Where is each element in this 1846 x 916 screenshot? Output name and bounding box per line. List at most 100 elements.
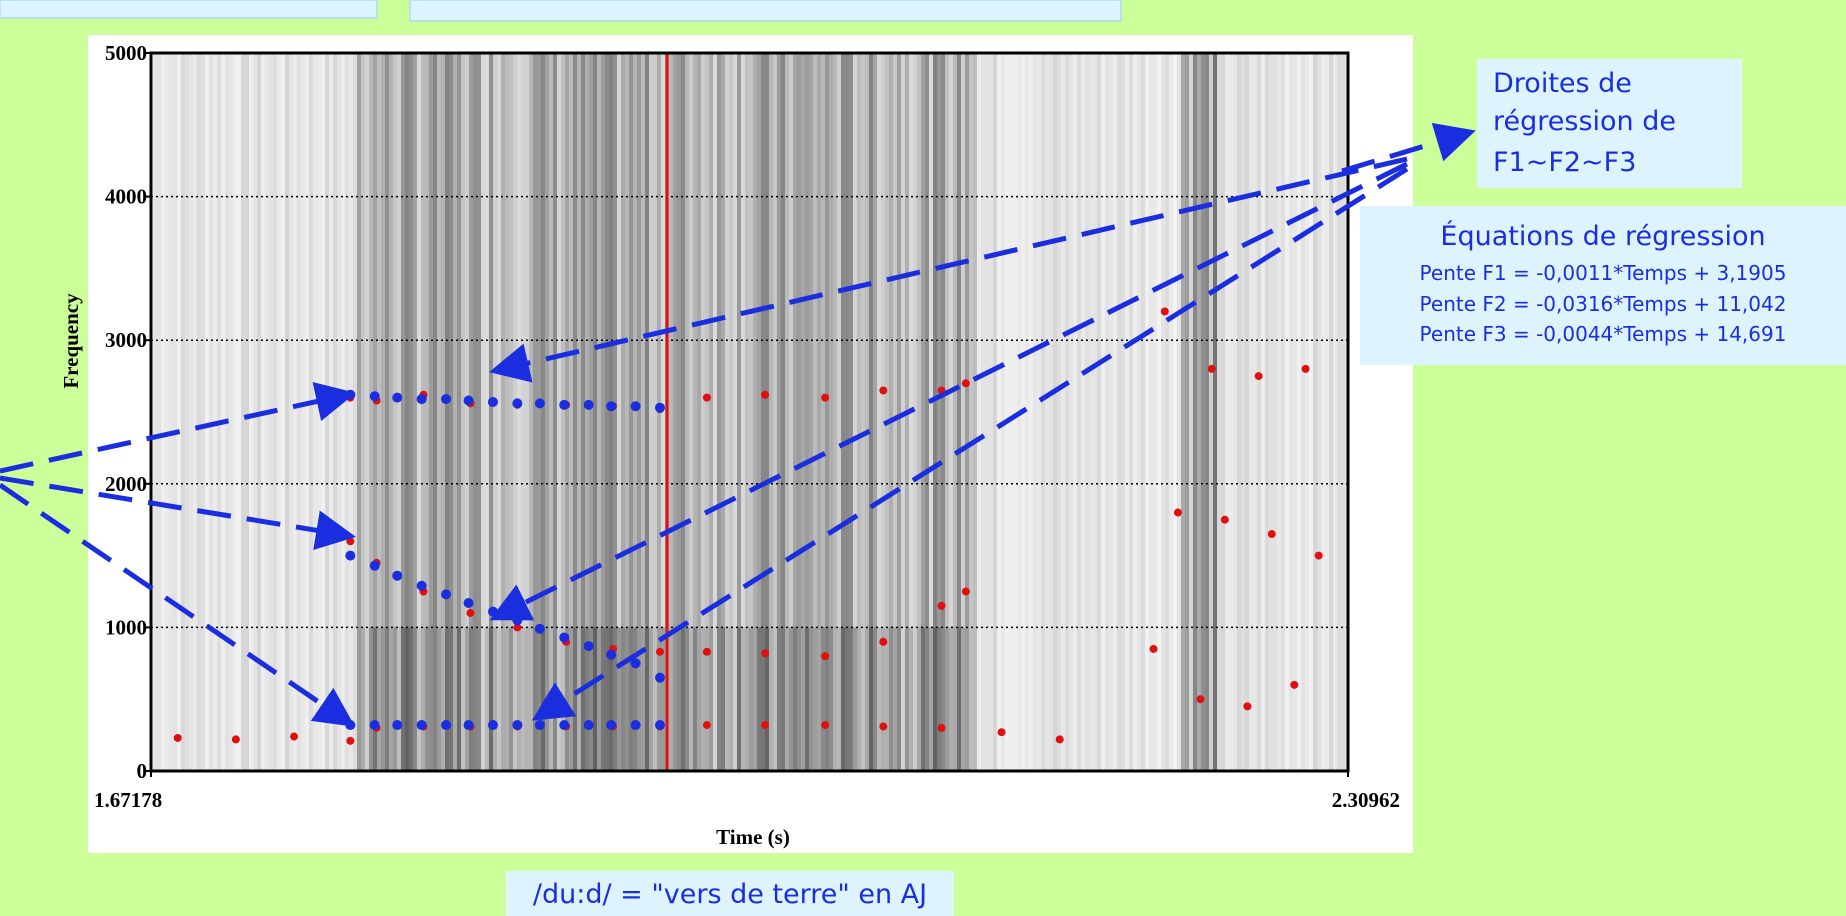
spectrogram-stripe [601,53,605,771]
spectrogram-stripe [165,53,169,771]
spectrogram-stripe [929,53,933,771]
spectrogram-band [485,627,489,771]
y-axis-label: Frequency [59,293,83,389]
spectrogram-stripe [609,53,613,771]
spectrogram-stripe [201,53,205,771]
spectrogram-stripe [1313,53,1317,771]
spectrogram-stripe [765,53,769,771]
spectrogram-band [745,627,749,771]
spectrogram-stripe [1325,53,1329,771]
spectrogram-band [821,627,825,771]
spectrogram-stripe [493,53,497,771]
spectrogram-stripe [921,53,925,771]
spectrogram-stripe [789,53,793,771]
spectrogram-band [957,627,961,771]
spectrogram-band [449,627,453,771]
spectrogram-band [457,627,461,771]
spectrogram-stripe [545,53,549,771]
spectrogram-stripe [613,53,617,771]
spectrogram-stripe [685,53,689,771]
spectrogram-band [877,627,881,771]
point [512,615,523,626]
spectrogram-stripe [1125,53,1129,771]
spectrogram-band [805,627,809,771]
point [1290,680,1299,689]
spectrogram-stripe [985,53,989,771]
spectrogram-stripe [997,53,1001,771]
spectrogram-stripe [1045,53,1049,771]
spectrogram-stripe [589,53,593,771]
spectrogram-band [825,627,829,771]
spectrogram-stripe [1109,53,1113,771]
spectrogram-band [357,627,361,771]
spectrogram-band [845,627,849,771]
point [630,401,641,412]
spectrogram-stripe [873,53,877,771]
spectrogram-stripe [977,53,981,771]
spectrogram-band [377,627,381,771]
spectrogram-stripe [1201,53,1205,771]
spectrogram-band [389,627,393,771]
spectrogram-band [405,627,409,771]
spectrogram-stripe [641,53,645,771]
point [369,560,380,571]
spectrogram-stripe [225,53,229,771]
spectrogram-band [741,627,745,771]
spectrogram-stripe [245,53,249,771]
spectrogram-stripe [1321,53,1325,771]
spectrogram-stripe [865,53,869,771]
spectrogram-stripe [761,53,765,771]
spectrogram-stripe [1069,53,1073,771]
spectrogram-stripe [805,53,809,771]
point [997,728,1006,737]
spectrogram-band [925,627,929,771]
spectrogram-stripe [677,53,681,771]
spectrogram-band [497,627,501,771]
spectrogram-stripe [721,53,725,771]
spectrogram-stripe [389,53,393,771]
point [487,396,498,407]
spectrogram-stripe [697,53,701,771]
spectrogram-stripe [521,53,525,771]
point [534,720,545,731]
spectrogram-stripe [401,53,405,771]
spectrogram-band [669,627,673,771]
spectrogram-band [441,627,445,771]
spectrogram-band [881,627,885,771]
spectrogram-stripe [1085,53,1089,771]
spectrogram-band [965,627,969,771]
point [702,721,711,730]
spectrogram-stripe [301,53,305,771]
spectrogram-band [637,627,641,771]
spectrogram-stripe [417,53,421,771]
spectrogram-stripe [913,53,917,771]
spectrogram-band [785,627,789,771]
spectrogram-stripe [317,53,321,771]
spectrogram-stripe [369,53,373,771]
spectrogram-stripe [561,53,565,771]
plot-frame [149,51,1350,773]
spectrogram-stripe [813,53,817,771]
spectrogram-stripe [157,53,161,771]
spectrogram-stripe [241,53,245,771]
spectrogram-band [561,627,565,771]
y-tick-label: 4000 [105,185,147,209]
spectrogram-stripe [745,53,749,771]
spectrogram-stripe [489,53,493,771]
spectrogram-band [949,627,953,771]
spectrogram-stripe [1165,53,1169,771]
spectrogram-band [917,627,921,771]
spectrogram-stripe [437,53,441,771]
spectrogram-band [945,627,949,771]
spectrogram-band [633,627,637,771]
spectrogram-stripe [409,53,413,771]
spectrogram-stripe [897,53,901,771]
point [879,386,888,395]
spectrogram-stripe [1181,53,1185,771]
spectrogram-stripe [841,53,845,771]
spectrogram-band [629,627,633,771]
spectrogram-stripe [341,53,345,771]
spectrogram-stripe [673,53,677,771]
spectrogram-stripe [605,53,609,771]
spectrogram-band [505,627,509,771]
